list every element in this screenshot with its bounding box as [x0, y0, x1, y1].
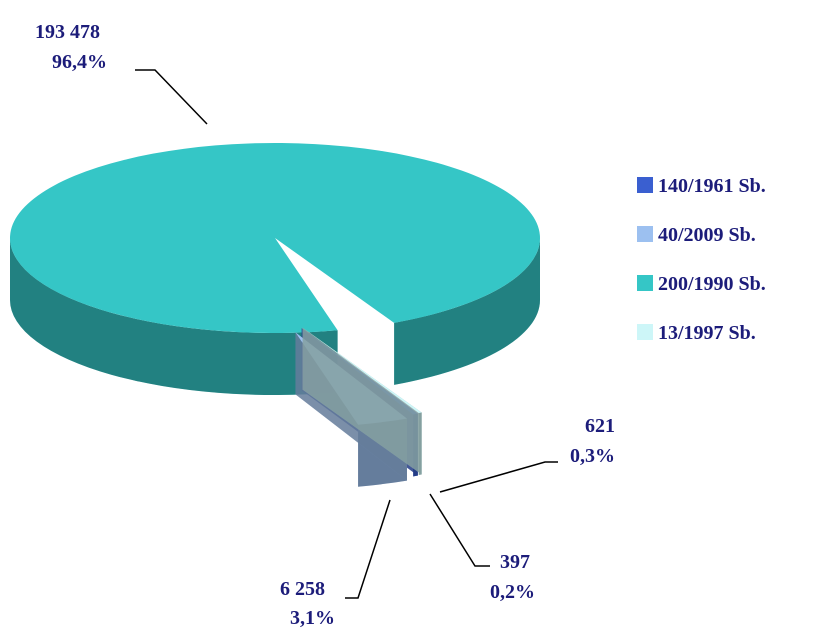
leader-line	[345, 499, 391, 599]
leader-line	[429, 493, 490, 567]
legend-swatch	[637, 275, 653, 291]
legend-label: 13/1997 Sb.	[658, 322, 756, 344]
slice-face	[302, 327, 422, 475]
value-label: 397	[500, 551, 530, 573]
slice-top	[9, 143, 540, 334]
legend-label: 40/2009 Sb.	[658, 224, 756, 246]
legend: 140/1961 Sb. 40/2009 Sb. 200/1990 Sb. 13/19…	[637, 175, 766, 344]
value-label: 621	[585, 415, 615, 437]
legend-swatch	[637, 177, 653, 193]
legend-swatch	[637, 226, 653, 242]
leader-line	[135, 69, 208, 125]
slice-side	[10, 238, 338, 395]
slice-side-shade	[394, 238, 540, 385]
percent-label: 0,3%	[570, 445, 615, 467]
legend-label: 140/1961 Sb.	[658, 175, 766, 197]
value-label: 6 258	[280, 578, 325, 600]
slice-side	[394, 238, 540, 385]
percent-label: 3,1%	[290, 607, 335, 629]
value-label: 193 478	[35, 21, 100, 43]
legend-label: 200/1990 Sb.	[658, 273, 766, 295]
percent-label: 0,2%	[490, 581, 535, 603]
slice-face-shade	[302, 327, 422, 475]
pie	[9, 143, 540, 487]
slice	[9, 143, 540, 395]
slice-side-shade	[10, 238, 338, 395]
slice-top	[302, 327, 422, 413]
percent-label: 96,4%	[52, 51, 107, 73]
leader-line	[439, 461, 558, 493]
legend-swatch	[637, 324, 653, 340]
slice	[302, 327, 422, 475]
